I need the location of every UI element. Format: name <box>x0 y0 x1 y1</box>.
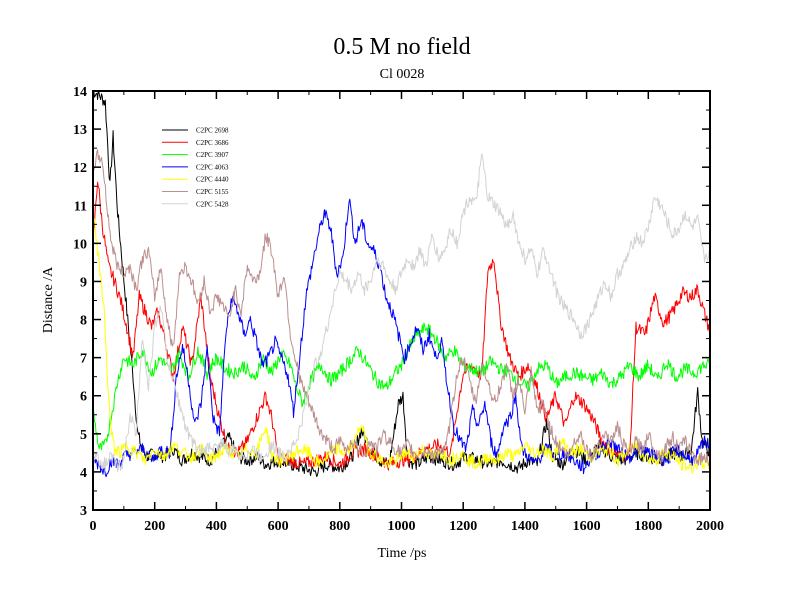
series-line-c2pc-3907 <box>93 322 710 451</box>
legend-label: C2PC 3686 <box>196 139 229 147</box>
series-line-c2pc-4440 <box>93 206 710 474</box>
y-tick-label: 3 <box>80 504 87 519</box>
series-group <box>93 91 710 478</box>
y-axis: 3 4 5 6 7 8 9 10 11 12 13 14 <box>73 85 710 519</box>
chart-subtitle: Cl 0028 <box>380 67 425 82</box>
series-line-c2pc-4063 <box>93 198 710 478</box>
legend-label: C2PC 5155 <box>196 188 229 196</box>
y-tick-label: 5 <box>80 428 87 443</box>
y-axis-label: Distance /A <box>41 266 56 333</box>
x-tick-label: 1200 <box>449 519 477 534</box>
legend-label: C2PC 3907 <box>196 151 229 159</box>
legend-label: C2PC 2698 <box>196 127 229 135</box>
plot-frame <box>92 90 711 511</box>
x-tick-label: 800 <box>329 519 350 534</box>
y-tick-label: 14 <box>73 85 87 100</box>
x-tick-label: 600 <box>268 519 289 534</box>
series-line-c2pc-2698 <box>93 91 710 477</box>
x-tick-label: 1800 <box>634 519 662 534</box>
x-tick-label: 0 <box>90 519 97 534</box>
legend-label: C2PC 4440 <box>196 176 229 184</box>
x-axis: 0 200 400 600 800 1000 1200 1400 1600 1800 2000 <box>90 91 724 534</box>
x-tick-label: 1000 <box>388 519 416 534</box>
x-tick-label: 400 <box>206 519 227 534</box>
y-tick-label: 6 <box>80 390 87 405</box>
legend-label: C2PC 5428 <box>196 200 229 208</box>
y-tick-label: 11 <box>74 199 87 214</box>
legend-label: C2PC 4063 <box>196 163 229 171</box>
x-tick-label: 1600 <box>573 519 601 534</box>
y-tick-label: 12 <box>73 161 87 176</box>
x-tick-label: 200 <box>144 519 165 534</box>
y-tick-label: 7 <box>80 352 87 367</box>
series-line-c2pc-5428 <box>93 153 710 472</box>
x-axis-label: Time /ps <box>378 546 427 561</box>
y-tick-label: 8 <box>80 314 87 329</box>
legend: C2PC 2698 C2PC 3686 C2PC 3907 C2PC 4063 C2PC… <box>162 127 229 208</box>
x-tick-label: 2000 <box>696 519 724 534</box>
chart-title: 0.5 M no field <box>333 34 470 60</box>
y-tick-label: 9 <box>80 275 87 290</box>
y-tick-label: 10 <box>73 237 87 252</box>
x-tick-label: 1400 <box>511 519 539 534</box>
series-line-c2pc-5155 <box>93 149 710 466</box>
y-tick-label: 4 <box>80 466 87 481</box>
y-tick-label: 13 <box>73 123 87 138</box>
plot-area <box>92 90 711 511</box>
